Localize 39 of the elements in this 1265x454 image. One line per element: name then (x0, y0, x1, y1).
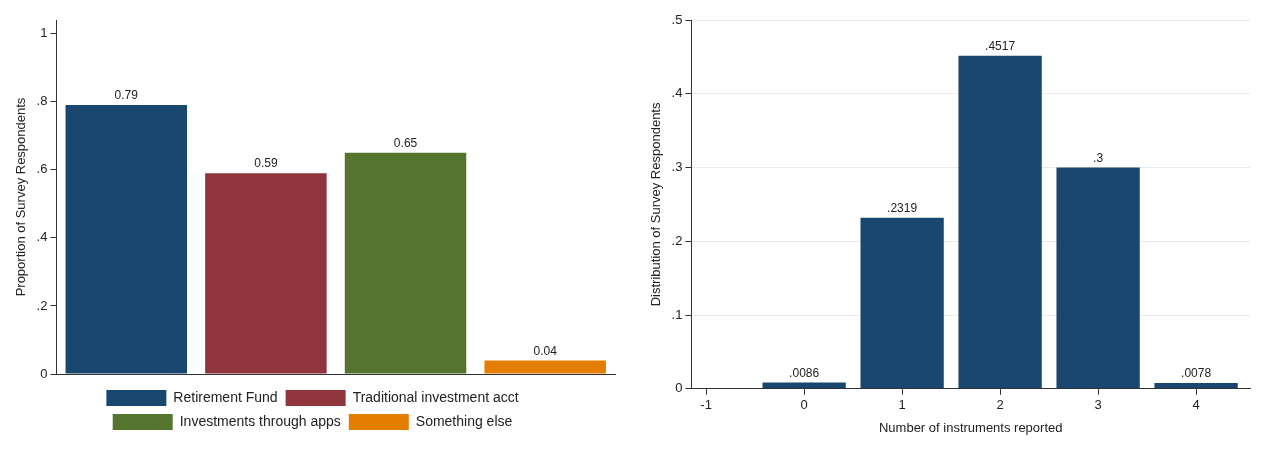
data-label: .0078 (1181, 366, 1212, 381)
x-tick-label: 1 (898, 397, 906, 413)
y-axis-title: Proportion of Survey Respondents (13, 97, 29, 297)
x-tick-label: -1 (700, 397, 712, 413)
bar (1154, 383, 1238, 389)
data-label: .3 (1093, 150, 1104, 165)
y-tick-label: 1 (40, 25, 48, 41)
y-tick-label: .2 (671, 232, 683, 248)
bar (860, 217, 944, 389)
y-axis-title: Distribution of Survey Respondents (648, 102, 664, 307)
legend-label: Investments through apps (179, 412, 341, 429)
data-label: 0.65 (393, 136, 418, 151)
y-tick-label: .4 (36, 229, 48, 245)
y-tick-label: 0 (40, 365, 48, 381)
y-tick-label: .4 (671, 85, 683, 101)
data-label: 0.79 (114, 88, 139, 103)
data-label: .0086 (789, 365, 820, 380)
y-tick-label: 0 (675, 380, 683, 396)
data-label: 0.59 (254, 156, 278, 171)
x-tick-label: 2 (996, 397, 1004, 413)
legend-label: Traditional investment acct (352, 388, 519, 405)
x-axis-title: Number of instruments reported (878, 419, 1063, 435)
y-tick-label: .1 (671, 306, 683, 322)
y-tick-label: .8 (36, 93, 48, 109)
y-tick-label: .6 (36, 161, 48, 177)
y-tick-label: .2 (36, 297, 48, 313)
data-label: 0.04 (533, 343, 558, 358)
y-tick-label: .5 (671, 11, 683, 27)
data-label: .2319 (887, 201, 918, 216)
y-tick-label: .3 (671, 159, 683, 175)
x-tick-label: 0 (800, 397, 808, 413)
data-label: .4517 (985, 38, 1016, 53)
x-tick-label: 3 (1094, 397, 1102, 413)
bar (1056, 167, 1140, 389)
legend-label: Something else (415, 412, 513, 429)
bar (762, 382, 846, 389)
x-tick-label: 4 (1192, 397, 1200, 413)
bar (958, 55, 1042, 389)
legend-label: Retirement Fund (173, 388, 278, 405)
